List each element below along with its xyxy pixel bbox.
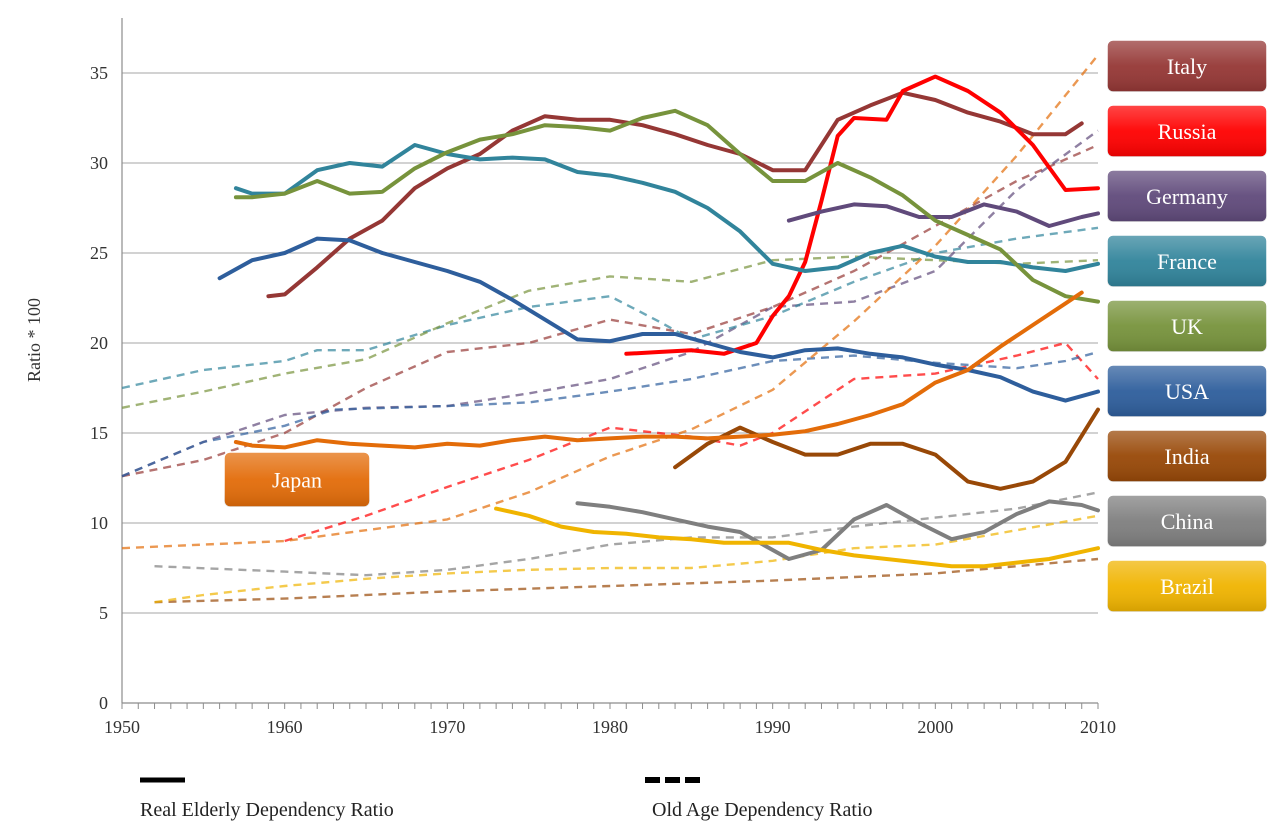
x-tick-label: 1990 [755, 717, 791, 737]
legend-uk: UK [1106, 299, 1268, 353]
real-elderly-dependency-lines [217, 74, 1100, 569]
legend-label: Japan [272, 468, 322, 493]
y-tick-label: 25 [90, 243, 108, 263]
legend-brazil: Brazil [1106, 559, 1268, 613]
usa-old-age-line [121, 350, 1099, 478]
legend-label: Germany [1146, 184, 1228, 209]
legend-germany: Germany [1106, 169, 1268, 223]
legend-swatch-shine [224, 452, 370, 507]
india-old-age-line [154, 557, 1099, 604]
legend-japan: Japan [223, 451, 371, 508]
legend-label: China [1161, 509, 1214, 534]
legend-swatch-shine [1107, 495, 1267, 547]
solid-line-label: Real Elderly Dependency Ratio [140, 799, 394, 821]
axes: 0 5 10 15 20 25 30 35 1950 1960 1970 1980 1990 2000 20… [90, 18, 1116, 737]
italy-old-age-line [121, 143, 1099, 478]
legend-label: India [1164, 444, 1209, 469]
x-tick-label: 2000 [917, 717, 953, 737]
y-axis-label: Ratio * 100 [24, 298, 44, 382]
legend-label: Russia [1158, 119, 1217, 144]
legend-usa: USA [1106, 364, 1268, 418]
y-tick-label: 0 [99, 693, 108, 713]
y-tick-label: 35 [90, 63, 108, 83]
legend-swatch-shine [1107, 235, 1267, 287]
legend-italy: Italy [1106, 39, 1268, 93]
legend-label: France [1157, 249, 1217, 274]
legend-swatch-shine [1107, 300, 1267, 352]
france-real-line [233, 143, 1100, 273]
legend-swatch-shine [1107, 170, 1267, 222]
y-tick-label: 30 [90, 153, 108, 173]
germany-real-line [786, 202, 1100, 228]
legend-label: USA [1165, 379, 1209, 404]
y-tick-label: 20 [90, 333, 108, 353]
x-tick-label: 2010 [1080, 717, 1116, 737]
china-old-age-line [154, 491, 1099, 577]
x-tick-label: 1960 [267, 717, 303, 737]
y-tick-label: 5 [99, 603, 108, 623]
china-real-line [575, 499, 1100, 561]
legend-label: UK [1171, 314, 1203, 339]
legend-swatch-shine [1107, 365, 1267, 417]
line-style-key: Real Elderly Dependency Ratio Old Age De… [140, 777, 873, 821]
germany-old-age-line [121, 129, 1099, 478]
brazil-real-line [494, 506, 1100, 569]
italy-real-line [266, 90, 1084, 299]
old-age-dependency-lines [121, 54, 1099, 604]
x-tick-label: 1950 [104, 717, 140, 737]
india-real-line [673, 407, 1100, 491]
x-tick-label: 1980 [592, 717, 628, 737]
usa-real-line [217, 236, 1100, 403]
russia-old-age-line [284, 341, 1099, 543]
y-tick-label: 10 [90, 513, 108, 533]
legend-india: India [1106, 429, 1268, 483]
legend-swatch-shine [1107, 40, 1267, 92]
legend-label: Italy [1167, 54, 1207, 79]
russia-real-line [624, 74, 1100, 356]
dashed-line-label: Old Age Dependency Ratio [652, 799, 873, 821]
legend-label: Brazil [1160, 574, 1214, 599]
uk-old-age-line [121, 255, 1099, 409]
japan-real-line [233, 290, 1084, 450]
legend-france: France [1106, 234, 1268, 288]
legend: Italy Russia Germany France UK USA India China B… [223, 39, 1268, 613]
legend-swatch-shine [1107, 560, 1267, 612]
x-tick-label: 1970 [429, 717, 465, 737]
legend-russia: Russia [1106, 104, 1268, 158]
legend-swatch-shine [1107, 430, 1267, 482]
uk-real-line [233, 108, 1100, 304]
y-tick-label: 15 [90, 423, 108, 443]
brazil-old-age-line [154, 514, 1099, 604]
legend-swatch-shine [1107, 105, 1267, 157]
legend-china: China [1106, 494, 1268, 548]
